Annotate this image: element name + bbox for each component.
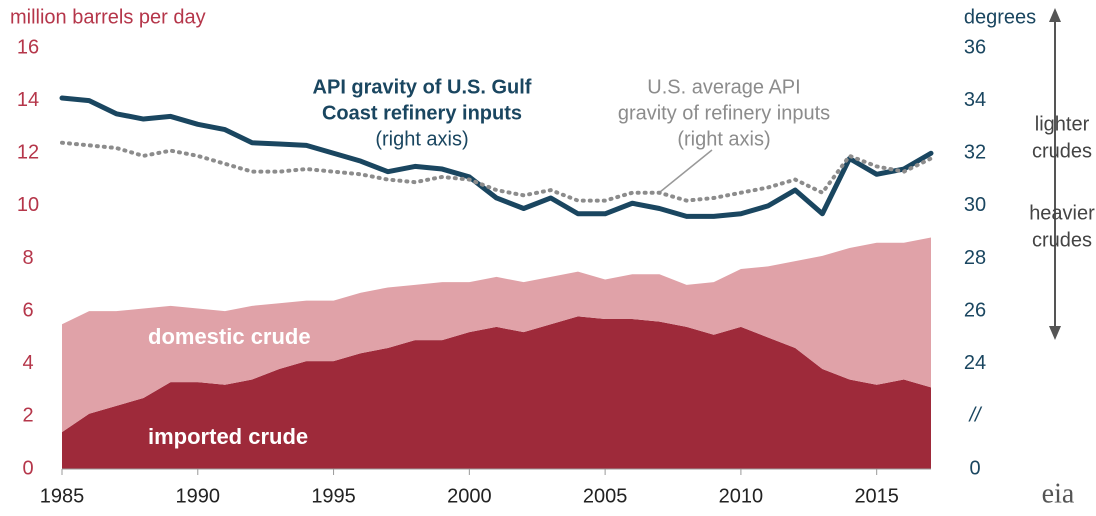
y-tick-label: 14 (17, 89, 39, 111)
y2-tick-label: 28 (964, 247, 986, 269)
y-tick-label: 0 (22, 457, 33, 479)
y2-tick-label: 36 (964, 36, 986, 58)
side-label: lighter (1035, 113, 1090, 135)
series-label: (right axis) (677, 128, 770, 150)
x-tick-label: 1995 (311, 485, 356, 507)
series-label: U.S. average API (647, 76, 800, 98)
area (62, 316, 931, 469)
series-label: imported crude (148, 424, 308, 449)
y-tick-label: 6 (22, 299, 33, 321)
left-axis-label: million barrels per day (10, 6, 206, 28)
right-axis-label: degrees (964, 6, 1036, 28)
y2-tick-label: 34 (964, 89, 986, 111)
series-label: gravity of refinery inputs (618, 102, 830, 124)
x-tick-label: 1985 (40, 485, 85, 507)
x-tick-label: 2005 (583, 485, 628, 507)
y-tick-label: 2 (22, 405, 33, 427)
side-label: heavier (1029, 202, 1095, 224)
y-tick-label: 12 (17, 142, 39, 164)
y2-tick-label: // (967, 405, 983, 427)
series-label: Coast refinery inputs (322, 102, 522, 124)
y2-tick-label: 32 (964, 142, 986, 164)
x-tick-label: 2000 (447, 485, 492, 507)
y2-tick-label: 0 (969, 457, 980, 479)
line (60, 140, 933, 203)
series-label: domestic crude (148, 324, 311, 349)
y-tick-label: 16 (17, 36, 39, 58)
line (59, 95, 934, 219)
x-tick-label: 2015 (854, 485, 899, 507)
logo: eia (1042, 478, 1075, 509)
series-label: (right axis) (375, 128, 468, 150)
x-tick-label: 2010 (719, 485, 764, 507)
y-tick-label: 4 (22, 352, 33, 374)
y2-tick-label: 26 (964, 299, 986, 321)
side-label: crudes (1032, 140, 1092, 162)
y2-tick-label: 30 (964, 194, 986, 216)
leader-line (659, 149, 713, 193)
y-tick-label: 8 (22, 247, 33, 269)
x-tick-label: 1990 (176, 485, 221, 507)
area (62, 237, 931, 433)
side-label: crudes (1032, 229, 1092, 251)
y2-tick-label: 24 (964, 352, 986, 374)
y-tick-label: 10 (17, 194, 39, 216)
series-label: API gravity of U.S. Gulf (313, 76, 532, 98)
